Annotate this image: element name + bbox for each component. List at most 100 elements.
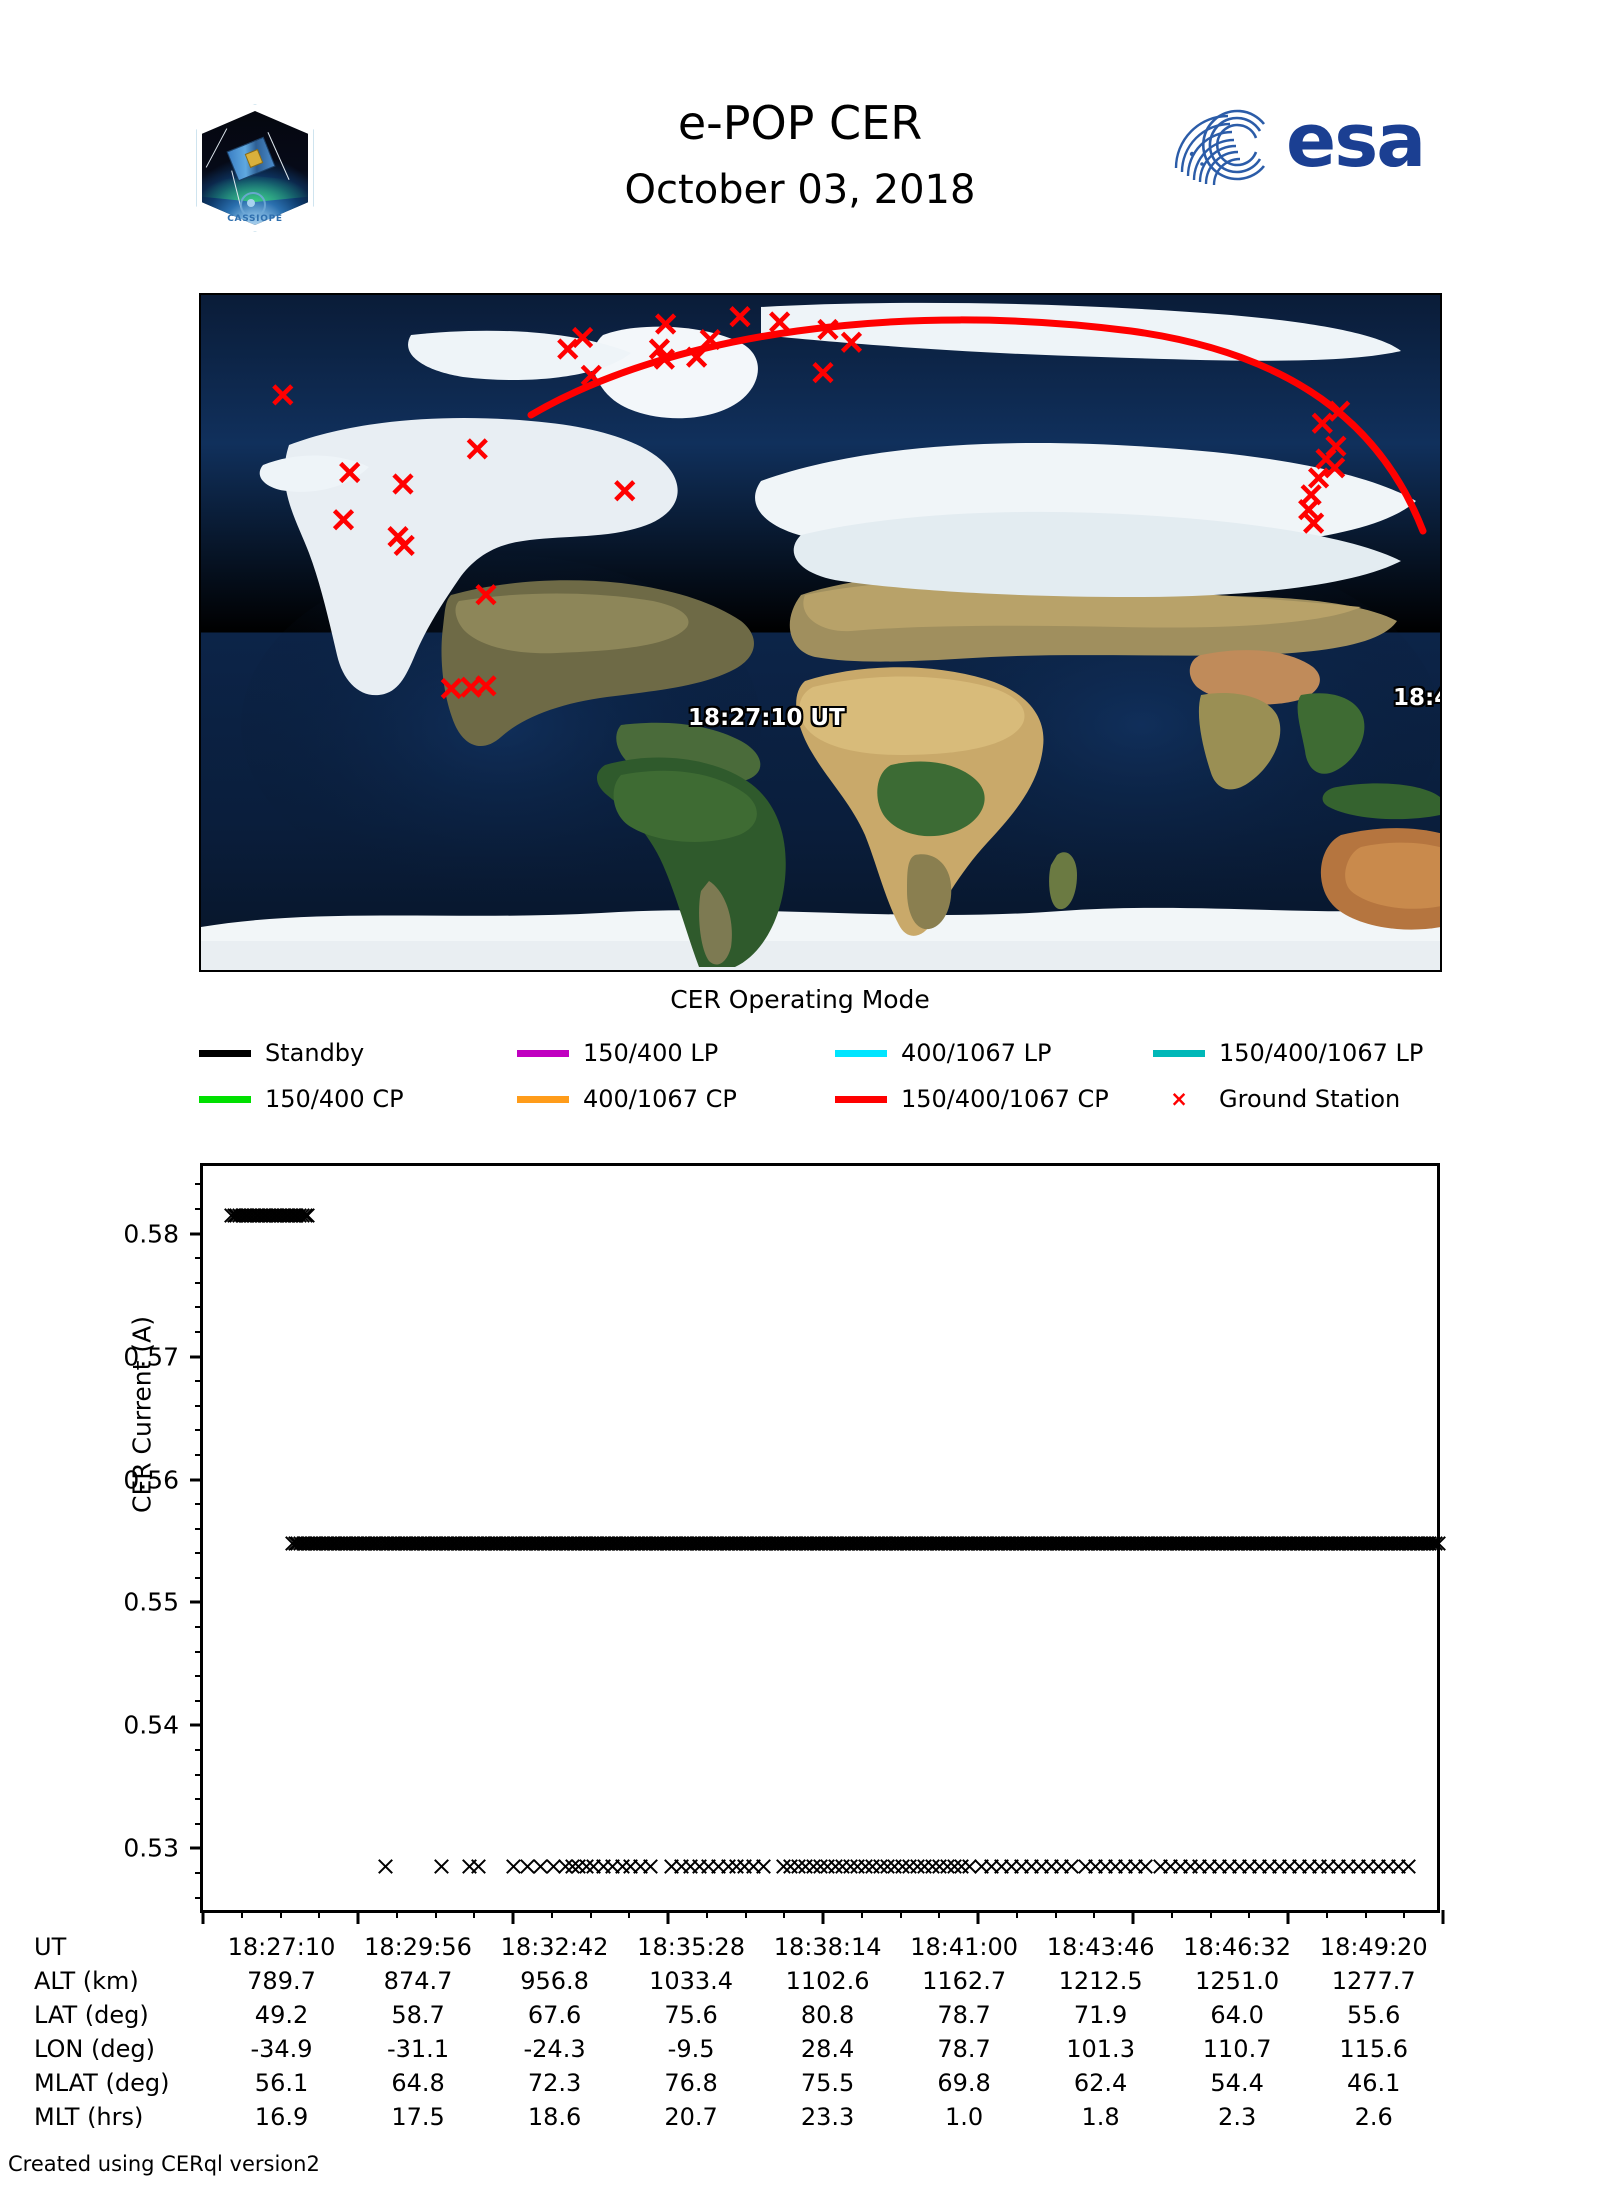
data-point-marker bbox=[287, 1535, 304, 1552]
data-point-marker bbox=[838, 1535, 855, 1552]
data-point-marker bbox=[974, 1535, 991, 1552]
legend-color-swatch bbox=[835, 1095, 887, 1103]
data-point-marker bbox=[922, 1535, 939, 1552]
data-point-marker bbox=[1001, 1535, 1018, 1552]
data-point-marker bbox=[480, 1535, 497, 1552]
y-axis-tick bbox=[190, 1723, 203, 1727]
data-point-marker bbox=[1072, 1535, 1089, 1552]
cassiope-epop-logo: CASSIOPE bbox=[196, 104, 314, 232]
data-point-marker bbox=[663, 1858, 680, 1875]
table-row: MLAT (deg) 56.1 64.8 72.3 76.8 75.5 69.8 62.4 54… bbox=[30, 2066, 1442, 2100]
data-point-marker bbox=[876, 1535, 893, 1552]
table-cell: 55.6 bbox=[1346, 2001, 1401, 2029]
table-cell: -9.5 bbox=[667, 2035, 715, 2063]
data-point-marker bbox=[330, 1535, 347, 1552]
data-point-marker bbox=[1337, 1535, 1354, 1552]
data-point-marker bbox=[275, 1207, 292, 1224]
data-point-marker bbox=[842, 1858, 859, 1875]
data-point-marker bbox=[947, 1535, 964, 1552]
data-point-marker bbox=[507, 1535, 524, 1552]
legend-color-swatch bbox=[517, 1049, 569, 1057]
y-axis-minor-tick bbox=[195, 1281, 203, 1284]
data-point-marker bbox=[872, 1858, 889, 1875]
x-axis-minor-tick bbox=[783, 1910, 786, 1918]
data-point-marker bbox=[707, 1535, 724, 1552]
data-point-marker bbox=[857, 1858, 874, 1875]
data-point-marker bbox=[1241, 1858, 1258, 1875]
data-point-marker bbox=[1375, 1535, 1392, 1552]
data-point-marker bbox=[341, 1535, 358, 1552]
data-point-marker bbox=[1211, 1858, 1228, 1875]
data-point-marker bbox=[377, 1535, 394, 1552]
table-cell: -31.1 bbox=[386, 2035, 450, 2063]
data-point-marker bbox=[1113, 1535, 1130, 1552]
data-point-marker bbox=[1233, 1535, 1250, 1552]
data-point-marker bbox=[1372, 1535, 1389, 1552]
data-point-marker bbox=[570, 1858, 587, 1875]
data-point-marker bbox=[696, 1535, 713, 1552]
data-point-marker bbox=[360, 1535, 377, 1552]
data-point-marker bbox=[1129, 1535, 1146, 1552]
ground-station-marker bbox=[332, 509, 355, 531]
data-point-marker bbox=[1033, 1858, 1050, 1875]
data-point-marker bbox=[642, 1858, 659, 1875]
data-point-marker bbox=[827, 1858, 844, 1875]
table-cell: 78.7 bbox=[937, 2001, 991, 2029]
x-axis-tick bbox=[511, 1910, 515, 1924]
y-axis-minor-tick bbox=[195, 1527, 203, 1530]
legend-label: 150/400 CP bbox=[265, 1085, 404, 1113]
legend-item-150-400-cp[interactable]: 150/400 CP bbox=[199, 1085, 404, 1113]
x-axis-minor-tick bbox=[589, 1910, 592, 1918]
table-cell: 2.3 bbox=[1218, 2103, 1257, 2131]
legend-item-150-400-lp[interactable]: 150/400 LP bbox=[517, 1039, 718, 1067]
data-point-marker bbox=[857, 1535, 874, 1552]
data-point-marker bbox=[344, 1535, 361, 1552]
data-point-marker bbox=[1419, 1535, 1436, 1552]
legend: Standby 150/400 LP 400/1067 LP 150/400/1067… bbox=[199, 1030, 1442, 1122]
data-point-marker bbox=[753, 1535, 770, 1552]
data-point-marker bbox=[1031, 1535, 1048, 1552]
data-point-marker bbox=[548, 1535, 565, 1552]
data-point-marker bbox=[1222, 1535, 1239, 1552]
data-point-marker bbox=[946, 1858, 963, 1875]
y-axis-minor-tick bbox=[195, 1503, 203, 1506]
data-point-marker bbox=[595, 1535, 612, 1552]
legend-item-150-400-1067-cp[interactable]: 150/400/1067 CP bbox=[835, 1085, 1109, 1113]
data-point-marker bbox=[1200, 1535, 1217, 1552]
data-point-marker bbox=[442, 1535, 459, 1552]
data-point-marker bbox=[812, 1858, 829, 1875]
y-axis-minor-tick bbox=[195, 1429, 203, 1432]
x-axis-minor-tick bbox=[240, 1910, 243, 1918]
data-point-marker bbox=[1209, 1535, 1226, 1552]
data-point-marker bbox=[327, 1535, 344, 1552]
data-point-marker bbox=[614, 1535, 631, 1552]
data-point-marker bbox=[818, 1535, 835, 1552]
data-point-marker bbox=[849, 1858, 866, 1875]
data-point-marker bbox=[914, 1535, 931, 1552]
legend-item-400-1067-cp[interactable]: 400/1067 CP bbox=[517, 1085, 737, 1113]
data-point-marker bbox=[622, 1858, 639, 1875]
legend-item-ground-station[interactable]: × Ground Station bbox=[1153, 1085, 1400, 1113]
data-point-marker bbox=[306, 1535, 323, 1552]
data-point-marker bbox=[382, 1535, 399, 1552]
data-point-marker bbox=[1255, 1535, 1272, 1552]
y-axis-minor-tick bbox=[195, 1208, 203, 1211]
data-point-marker bbox=[1261, 1858, 1278, 1875]
data-point-marker bbox=[303, 1535, 320, 1552]
data-point-marker bbox=[1350, 1535, 1367, 1552]
data-point-marker bbox=[671, 1535, 688, 1552]
y-axis-minor-tick bbox=[195, 1626, 203, 1629]
ground-station-marker bbox=[1303, 512, 1325, 534]
data-point-marker bbox=[889, 1535, 906, 1552]
y-axis-minor-tick bbox=[195, 1404, 203, 1407]
data-point-marker bbox=[1124, 1535, 1141, 1552]
data-point-marker bbox=[886, 1858, 903, 1875]
legend-item-150-400-1067-lp[interactable]: 150/400/1067 LP bbox=[1153, 1039, 1423, 1067]
data-point-marker bbox=[499, 1535, 516, 1552]
legend-item-400-1067-lp[interactable]: 400/1067 LP bbox=[835, 1039, 1051, 1067]
data-point-marker bbox=[245, 1207, 262, 1224]
data-point-marker bbox=[595, 1858, 612, 1875]
legend-color-swatch bbox=[1153, 1049, 1205, 1057]
data-point-marker bbox=[1359, 1535, 1376, 1552]
legend-item-standby[interactable]: Standby bbox=[199, 1039, 364, 1067]
